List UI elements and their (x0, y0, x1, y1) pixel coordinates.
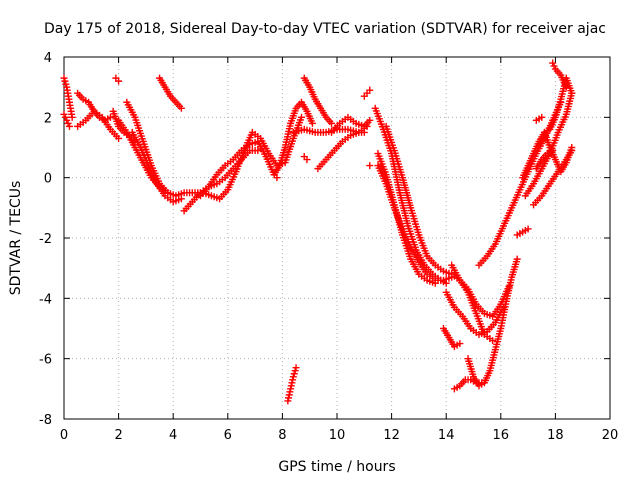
x-tick-label: 14 (438, 428, 455, 443)
data-point (254, 147, 262, 155)
x-tick-label: 8 (278, 428, 286, 443)
data-point (562, 83, 570, 91)
x-tick-label: 18 (547, 428, 564, 443)
data-points (60, 59, 576, 405)
data-point (366, 162, 374, 170)
data-point (366, 116, 374, 124)
data-point (68, 113, 76, 121)
data-point (308, 119, 316, 127)
data-point (177, 104, 185, 112)
x-tick-label: 0 (60, 428, 68, 443)
y-tick-label: 2 (44, 111, 52, 126)
data-point (303, 156, 311, 164)
x-tick-label: 20 (602, 428, 619, 443)
x-tick-label: 16 (493, 428, 510, 443)
data-point (366, 86, 374, 94)
y-axis-label: SDTVAR / TECUs (8, 181, 24, 296)
data-point (115, 134, 123, 142)
y-tick-label: -4 (39, 292, 52, 307)
chart-title: Day 175 of 2018, Sidereal Day-to-day VTE… (44, 21, 606, 37)
data-point (524, 225, 532, 233)
data-point (65, 122, 73, 130)
data-point (292, 364, 300, 372)
data-point (115, 77, 123, 85)
data-point (456, 340, 464, 348)
y-tick-label: -2 (39, 232, 52, 247)
y-tick-labels: -8 -6 -4 -2 0 2 4 (39, 51, 52, 428)
data-point (298, 113, 306, 121)
axis-ticks (63, 56, 611, 420)
grid-lines (64, 57, 610, 419)
data-point (489, 337, 497, 345)
data-point (568, 144, 576, 151)
data-point (328, 119, 336, 127)
x-tick-label: 6 (224, 428, 232, 443)
y-tick-label: 0 (44, 172, 52, 187)
data-point (478, 379, 486, 387)
x-axis-label: GPS time / hours (278, 459, 395, 475)
data-point (513, 255, 521, 263)
data-point (549, 147, 557, 155)
data-point (538, 113, 546, 121)
y-tick-label: -6 (39, 353, 52, 368)
x-tick-label: 12 (383, 428, 400, 443)
x-tick-labels: 0 2 4 6 8 10 12 14 16 18 20 (60, 428, 618, 443)
x-tick-label: 2 (114, 428, 122, 443)
y-tick-label: 4 (44, 51, 52, 66)
x-tick-label: 10 (329, 428, 346, 443)
data-point (568, 89, 576, 97)
y-tick-label: -8 (39, 413, 52, 428)
data-point (106, 113, 114, 121)
data-point (448, 273, 456, 281)
data-point (177, 195, 185, 203)
x-tick-label: 4 (169, 428, 177, 443)
